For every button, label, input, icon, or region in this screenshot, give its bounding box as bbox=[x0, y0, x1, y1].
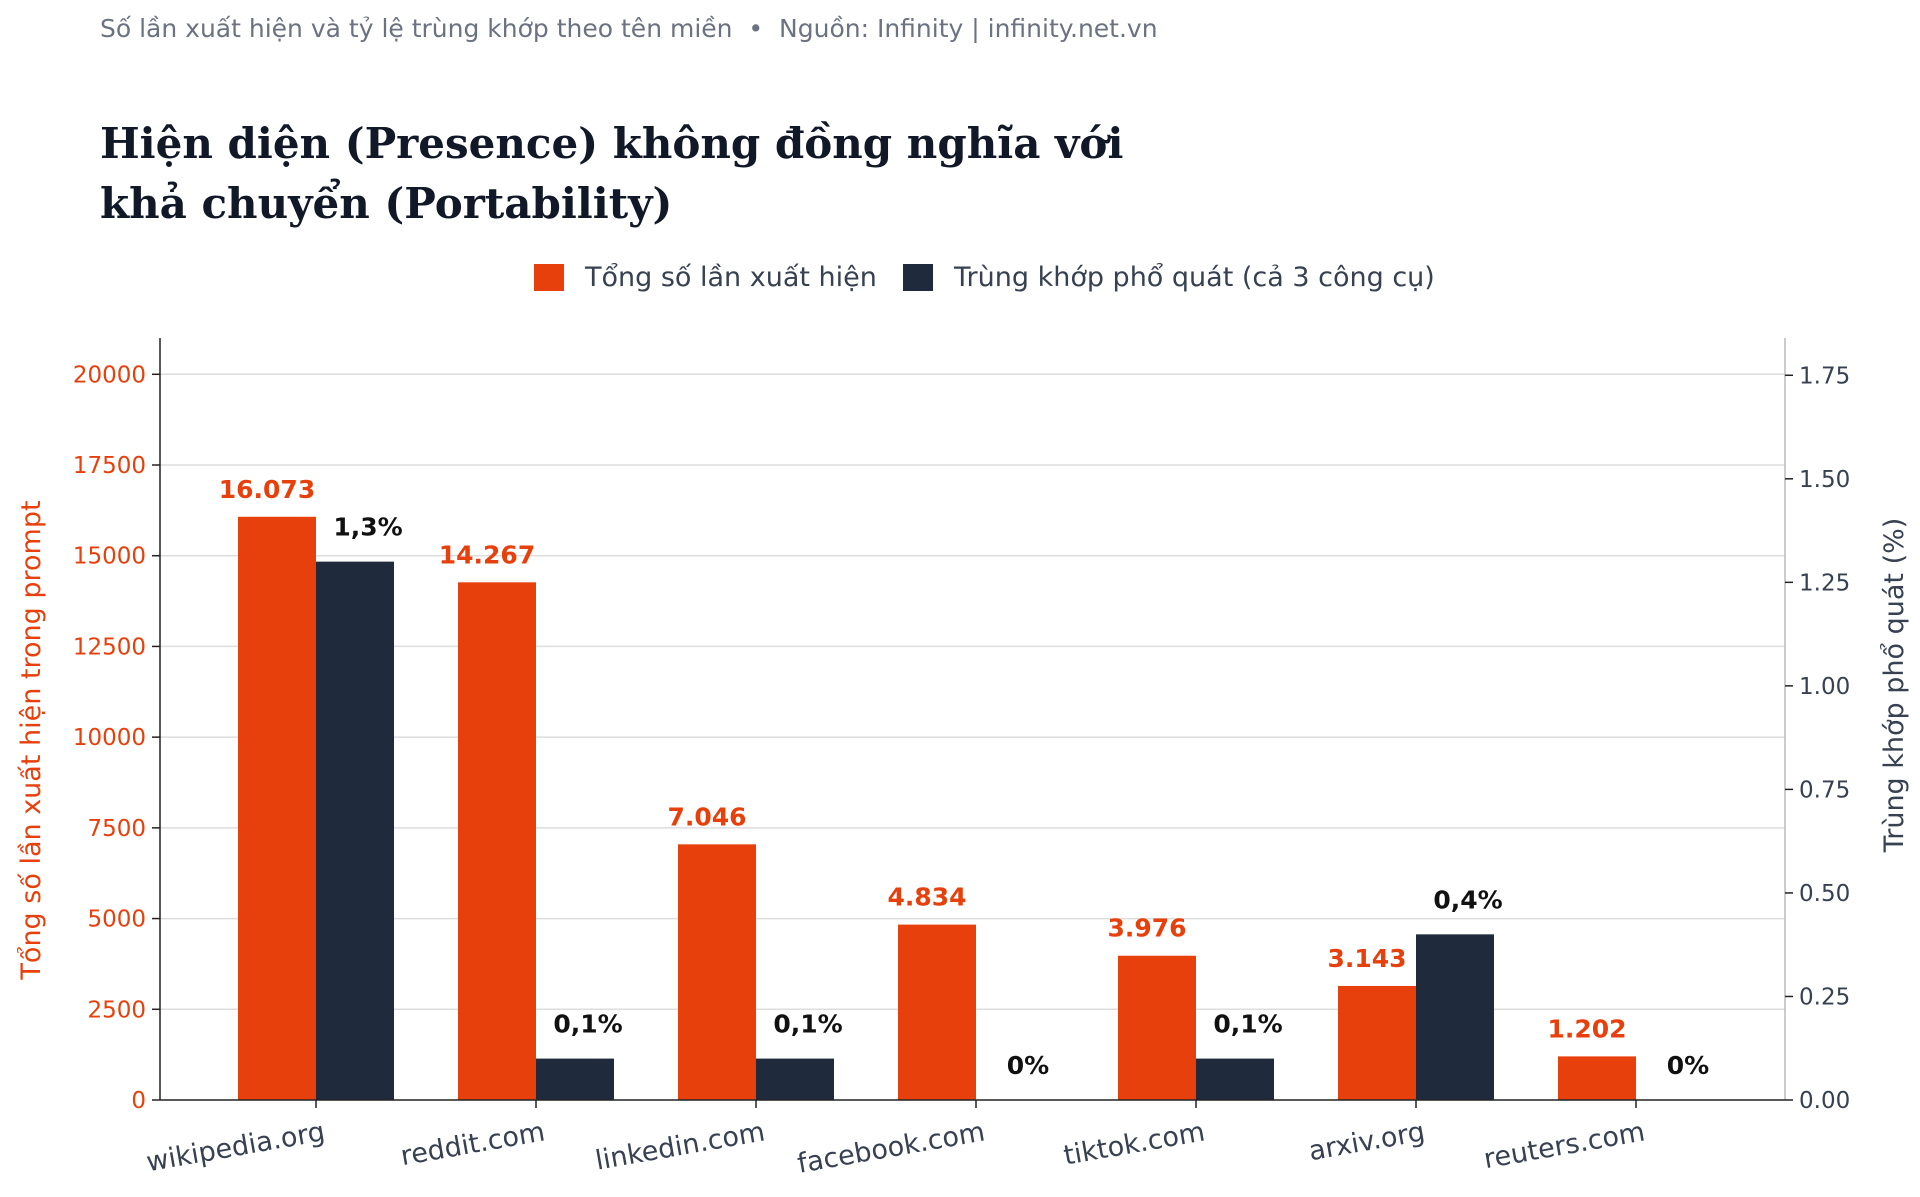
right-y-axis: 0.00 0.25 0.50 0.75 1.00 1.25 1.50 1.75 bbox=[1785, 363, 1850, 1114]
data-label-total: 3.976 bbox=[1107, 914, 1186, 943]
data-label-match: 1,3% bbox=[333, 513, 402, 542]
data-label-match: 0,1% bbox=[773, 1010, 842, 1039]
data-label-total: 14.267 bbox=[439, 540, 535, 569]
bar-total-tiktok.com bbox=[1118, 955, 1196, 1100]
data-label-total: 16.073 bbox=[219, 475, 315, 504]
legend-swatch-match bbox=[903, 264, 933, 291]
x-tick-label: arxiv.org bbox=[1306, 1116, 1427, 1167]
data-label-match: 0% bbox=[1007, 1051, 1049, 1080]
bar-match-wikipedia.org bbox=[316, 561, 394, 1100]
right-tick-label: 1.50 bbox=[1799, 467, 1850, 493]
left-tick-label: 7500 bbox=[87, 816, 146, 842]
chart-subtitle: Số lần xuất hiện và tỷ lệ trùng khớp the… bbox=[100, 14, 1158, 43]
x-axis: wikipedia.org reddit.com linkedin.com faceb… bbox=[144, 1100, 1647, 1180]
right-tick-label: 1.75 bbox=[1799, 363, 1850, 389]
bars bbox=[238, 516, 1636, 1100]
data-label-total: 4.834 bbox=[887, 883, 966, 912]
legend-swatch-total bbox=[534, 264, 564, 291]
right-tick-label: 0.25 bbox=[1799, 984, 1850, 1010]
left-tick-label: 15000 bbox=[73, 544, 146, 570]
x-tick-label: reuters.com bbox=[1481, 1116, 1647, 1175]
legend-label-match: Trùng khớp phổ quát (cả 3 công cụ) bbox=[953, 262, 1435, 293]
right-tick-label: 0.75 bbox=[1799, 777, 1850, 803]
legend-label-total: Tổng số lần xuất hiện bbox=[584, 262, 877, 293]
left-tick-label: 17500 bbox=[73, 453, 146, 479]
x-tick-label: wikipedia.org bbox=[144, 1116, 327, 1178]
data-label-match: 0,1% bbox=[1213, 1010, 1282, 1039]
left-tick-label: 0 bbox=[131, 1088, 146, 1114]
chart-title-line-2: khả chuyển (Portability) bbox=[100, 177, 672, 228]
data-label-match: 0% bbox=[1667, 1051, 1709, 1080]
chart-title-line-1: Hiện diện (Presence) không đồng nghĩa vớ… bbox=[100, 119, 1123, 168]
data-label-total: 7.046 bbox=[667, 802, 746, 831]
left-tick-label: 2500 bbox=[87, 997, 146, 1023]
x-tick-label: tiktok.com bbox=[1061, 1116, 1207, 1171]
bar-match-tiktok.com bbox=[1196, 1058, 1274, 1100]
bar-total-facebook.com bbox=[898, 924, 976, 1100]
bar-total-linkedin.com bbox=[678, 844, 756, 1100]
bar-total-reddit.com bbox=[458, 582, 536, 1100]
right-tick-label: 0.50 bbox=[1799, 881, 1850, 907]
left-tick-label: 10000 bbox=[73, 725, 146, 751]
left-tick-label: 5000 bbox=[87, 907, 146, 933]
legend: Tổng số lần xuất hiện Trùng khớp phổ quá… bbox=[534, 262, 1435, 293]
data-label-total: 1.202 bbox=[1547, 1014, 1626, 1043]
x-tick-label: linkedin.com bbox=[593, 1116, 767, 1176]
data-labels: 16.073 1,3% 14.267 0,1% 7.046 0,1% 4.834 0% 3.97… bbox=[219, 475, 1709, 1080]
gridlines bbox=[160, 373, 1785, 1011]
right-tick-label: 1.25 bbox=[1799, 570, 1850, 596]
bar-total-arxiv.org bbox=[1338, 985, 1416, 1100]
data-label-match: 0,1% bbox=[553, 1010, 622, 1039]
right-tick-label: 0.00 bbox=[1799, 1088, 1850, 1114]
bar-total-wikipedia.org bbox=[238, 516, 316, 1100]
x-tick-label: reddit.com bbox=[398, 1116, 547, 1172]
right-axis-title: Trùng khớp phổ quát (%) bbox=[1879, 518, 1910, 854]
data-label-total: 3.143 bbox=[1327, 944, 1406, 973]
right-tick-label: 1.00 bbox=[1799, 674, 1850, 700]
bar-match-arxiv.org bbox=[1416, 934, 1494, 1100]
data-label-match: 0,4% bbox=[1433, 885, 1502, 914]
left-axis-title: Tổng số lần xuất hiện trong prompt bbox=[16, 500, 47, 980]
x-tick-label: facebook.com bbox=[795, 1116, 987, 1179]
left-tick-label: 20000 bbox=[73, 362, 146, 388]
left-tick-label: 12500 bbox=[73, 634, 146, 660]
left-y-axis: 0 2500 5000 7500 10000 12500 15000 17500 20000 bbox=[73, 362, 160, 1114]
bar-total-reuters.com bbox=[1558, 1056, 1636, 1100]
bar-match-linkedin.com bbox=[756, 1058, 834, 1100]
bar-match-reddit.com bbox=[536, 1058, 614, 1100]
